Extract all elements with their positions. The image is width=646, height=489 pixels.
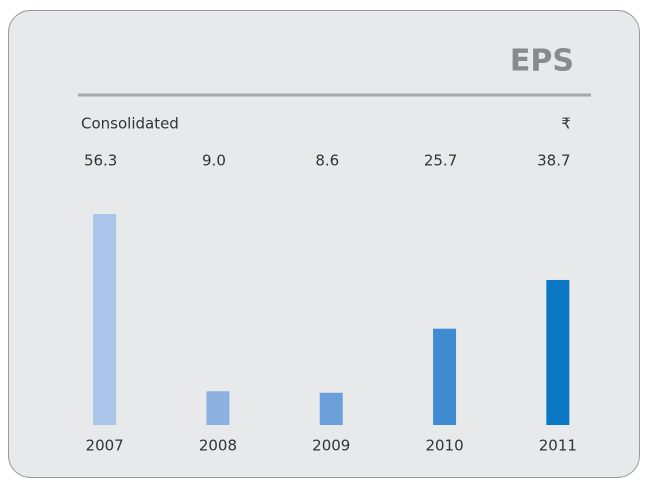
subtitle: Consolidated — [81, 115, 179, 133]
value-label: 25.7 — [424, 152, 457, 170]
bar — [206, 391, 230, 425]
x-tick-label: 2011 — [539, 437, 577, 455]
value-label: 56.3 — [84, 152, 117, 170]
unit: ₹ — [561, 115, 571, 133]
bar — [433, 328, 457, 425]
value-label: 38.7 — [537, 152, 570, 170]
bar — [546, 279, 570, 425]
value-label: 9.0 — [202, 152, 226, 170]
value-label: 8.6 — [315, 152, 339, 170]
x-tick-label: 2008 — [199, 437, 237, 455]
bar — [319, 392, 343, 425]
bar — [93, 214, 117, 425]
card — [8, 10, 640, 478]
x-tick-label: 2007 — [86, 437, 124, 455]
chart-title: EPS — [510, 44, 574, 79]
x-tick-label: 2009 — [312, 437, 350, 455]
x-tick-label: 2010 — [425, 437, 463, 455]
